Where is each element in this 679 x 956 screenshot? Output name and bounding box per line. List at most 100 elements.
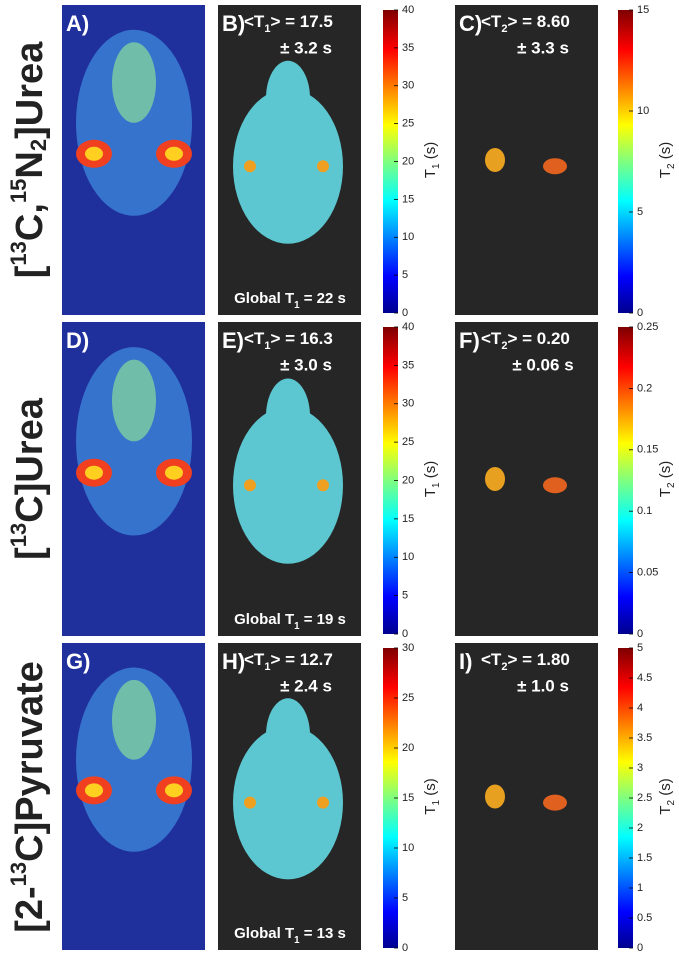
annotation-part: <T [244,329,265,348]
annotation-part: <T [244,650,265,669]
annotation-part: > = 16.3 [270,329,332,348]
tick-label: 0 [402,942,408,954]
colorbar-label-part: T [657,488,674,497]
tick-label: 0 [637,942,643,954]
image [455,322,598,636]
colorbar-label: T1 (s) [422,461,442,497]
annotation-part: 1 [264,661,270,673]
tick-label: 25 [402,118,414,130]
colorbar-label-part: (s) [657,142,674,164]
colorbar-label-part: 2 [666,163,677,169]
tick-label: 5 [402,590,408,602]
tick-label: 0.1 [637,505,652,517]
annotation-part: 1 [294,935,300,946]
image-region [543,794,567,811]
annotation-part: > = 1.80 [507,650,569,669]
tick-label: 3 [637,762,643,774]
tick-label: 0.05 [637,567,658,579]
image-region [485,148,505,172]
row-label-part: C]Urea [9,397,51,522]
annotation: ± 3.2 s [280,38,332,57]
tick-label: 10 [402,551,414,563]
annotation-part: <T [244,12,265,31]
image-region [112,359,156,442]
tick-label: 1 [637,882,643,894]
tick-label: 5 [637,642,643,654]
annotation: <T2> = 0.20 [481,329,570,351]
annotation-part: 2 [501,340,507,352]
row-label: [2-13C]Pyruvate [6,661,51,933]
annotation: <T1> = 12.7 [244,650,333,672]
colorbar-label-part: T [657,806,674,815]
image-region [165,146,183,161]
tick-label: 25 [402,436,414,448]
image-region [485,467,505,491]
image-region [317,160,329,173]
tick-label: 1.5 [637,852,652,864]
tick-label: 15 [402,193,414,205]
colorbar [618,648,633,948]
image [455,5,598,315]
tick-label: 30 [402,398,414,410]
image-region [85,465,103,480]
tick-label: 20 [402,155,414,167]
tick-label: 5 [637,206,643,218]
row-label-part: C]Pyruvate [9,661,51,862]
annotation-part: = 22 s [300,290,346,307]
panel-label: H) [222,649,245,674]
colorbar-label: T1 (s) [422,778,442,814]
image-region [543,158,567,175]
tick-label: 15 [402,513,414,525]
annotation-part: 1 [294,621,300,632]
colorbar-label-part: T [422,488,439,497]
annotation: ± 2.4 s [280,676,332,695]
colorbar-label: T2 (s) [657,778,677,814]
tick-label: 10 [402,842,414,854]
row-label-part: 13 [6,523,31,547]
image-region [244,479,256,492]
annotation-part: > = 17.5 [270,12,332,31]
annotation: ± 1.0 s [517,676,569,695]
image-region [485,784,505,809]
image-region [266,60,310,136]
tick-label: 2 [637,822,643,834]
annotation-part: 2 [501,23,507,35]
colorbar [618,327,633,634]
colorbar-label-part: 1 [431,800,442,806]
colorbar [618,10,633,313]
row-label: [13C]Urea [6,397,51,560]
panel-label: F) [459,328,480,353]
annotation-part: Global T [234,925,294,942]
tick-label: 5 [402,269,408,281]
colorbar-label-part: 2 [666,482,677,488]
colorbar-label-part: T [422,806,439,815]
tick-label: 0 [402,628,408,640]
row-label-part: ]Urea [9,41,51,139]
image-region [85,783,103,798]
image-region [76,347,192,536]
image-region [76,29,192,216]
annotation-part: = 13 s [300,925,346,942]
tick-label: 15 [402,792,414,804]
image-region [543,477,567,494]
image-region [233,725,343,880]
annotation-part: > = 12.7 [270,650,332,669]
annotation-part: 1 [264,340,270,352]
annotation: <T2> = 8.60 [481,12,570,34]
image-region [244,160,256,173]
image-region [76,667,192,852]
row-label-part: 2 [26,139,51,151]
colorbar-label-part: 1 [431,163,442,169]
panel-label: E) [222,328,244,353]
colorbar-label: T2 (s) [657,461,677,497]
annotation: ± 0.06 s [512,355,573,374]
panel-label: B) [222,11,245,36]
panel-label: C) [459,11,482,36]
annotation-part: = 19 s [300,611,346,628]
panel-label: G) [66,649,90,674]
colorbar-label-part: (s) [657,461,674,483]
tick-label: 40 [402,321,414,333]
row-label-part: N [9,151,51,178]
tick-label: 4 [637,702,643,714]
